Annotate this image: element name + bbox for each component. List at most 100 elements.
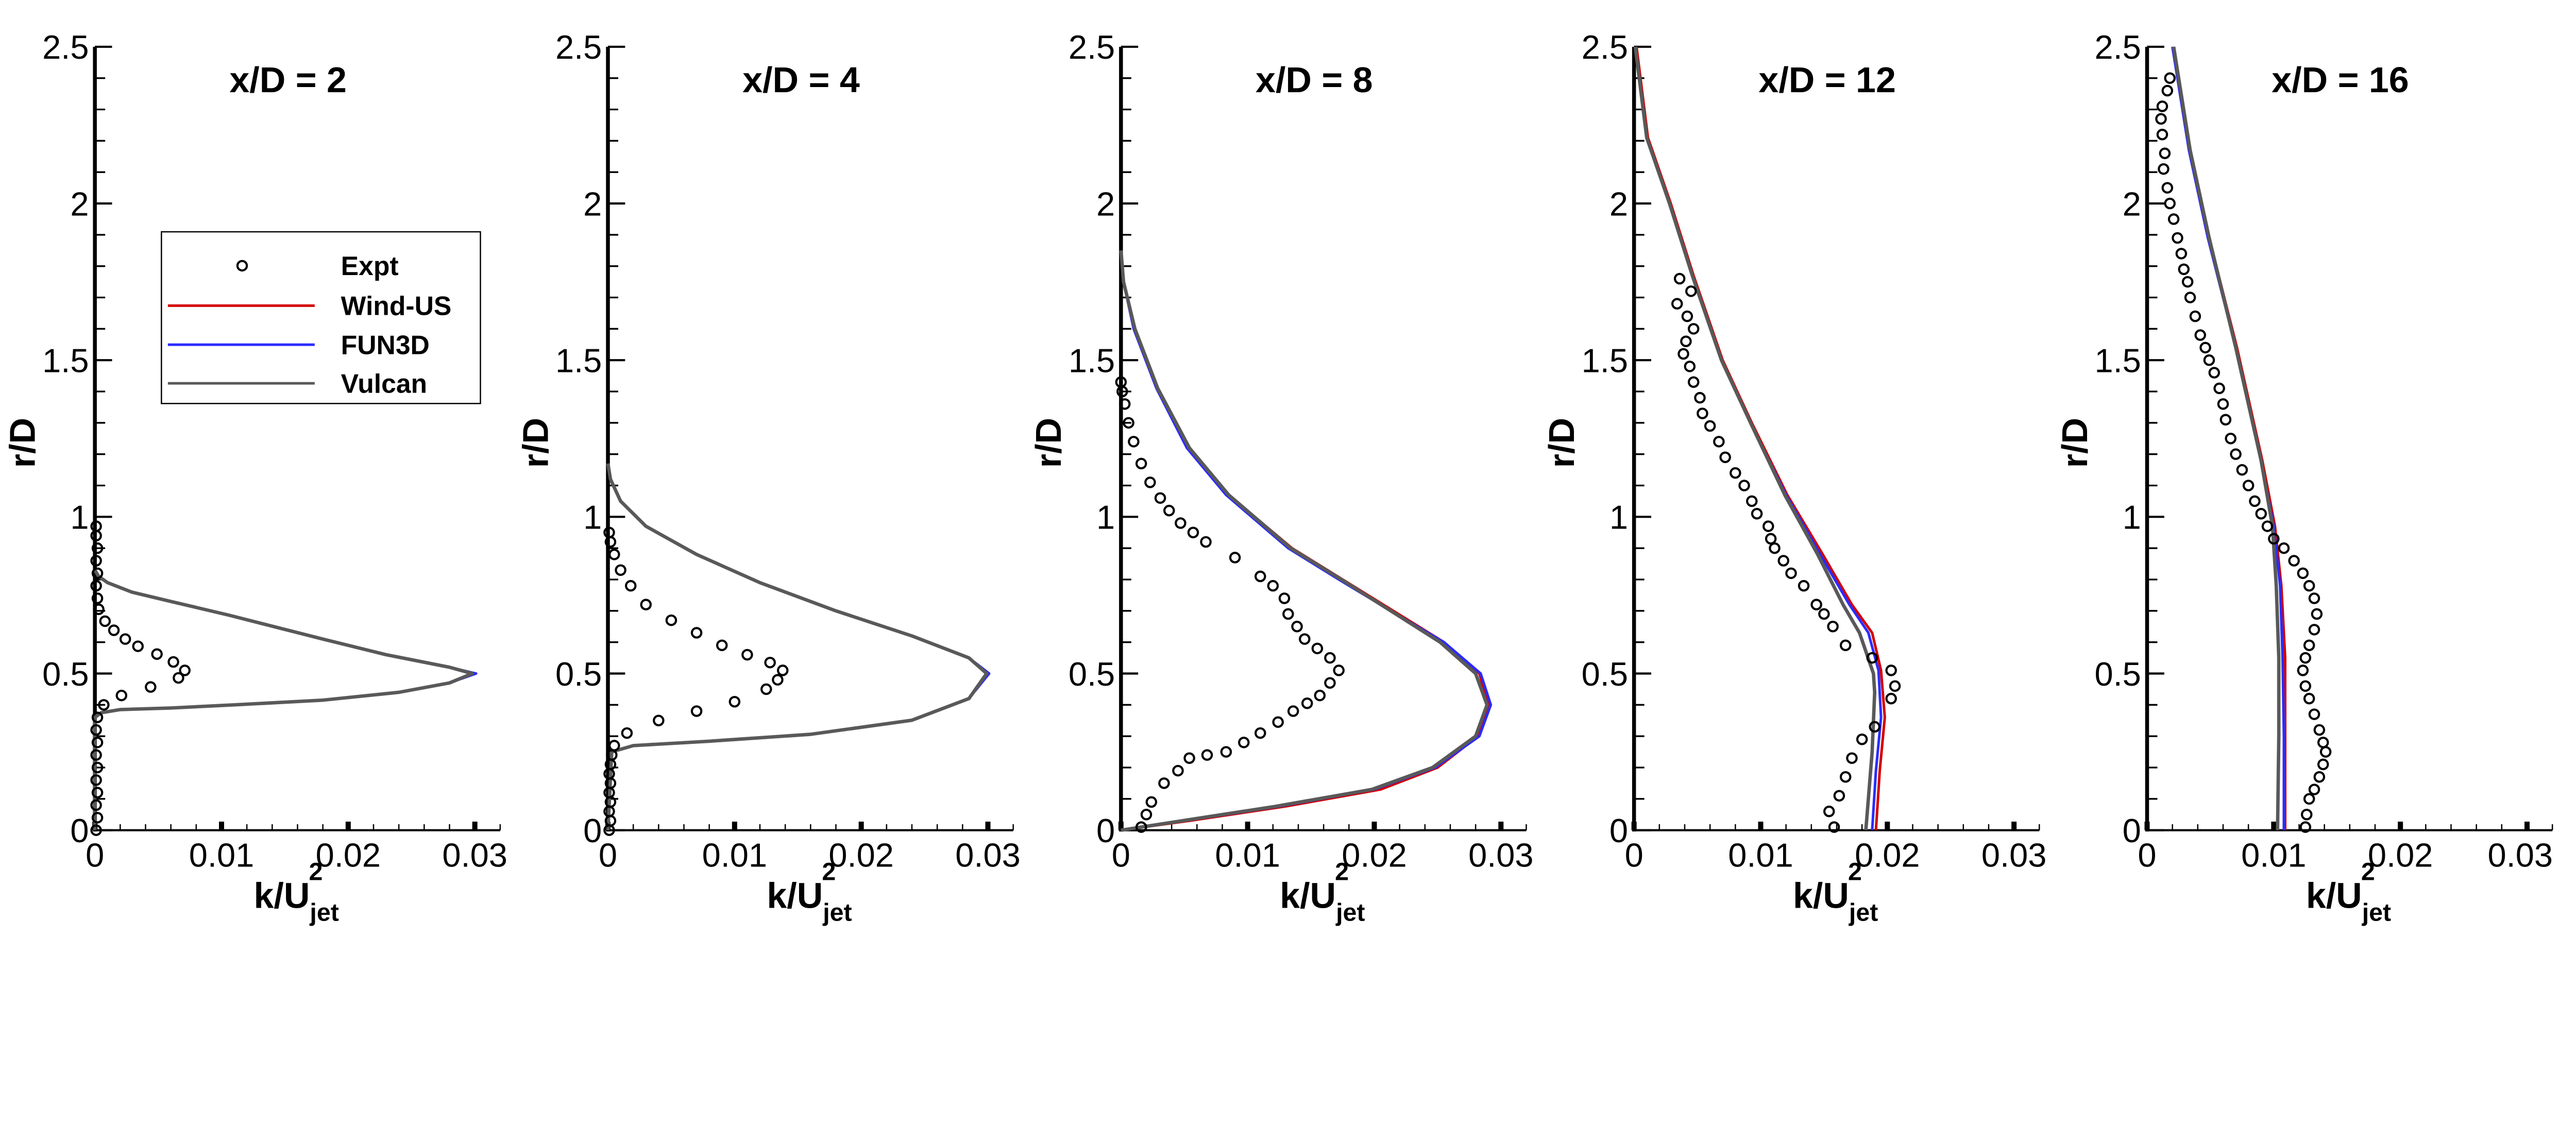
expt-marker xyxy=(1730,467,1741,479)
x-axis-title-sub: jet xyxy=(309,898,338,926)
expt-marker xyxy=(1719,451,1731,463)
series-expt-markers xyxy=(1671,273,1901,833)
x-axis-title-sup: 2 xyxy=(309,858,323,885)
x-tick-label: 0.03 xyxy=(1981,836,2046,874)
expt-marker xyxy=(716,639,728,651)
expt-marker xyxy=(1118,398,1131,410)
expt-marker xyxy=(2300,808,2313,821)
figure: 00.511.522.50 0.01 0.02 0.03x/D = 2r/Dk/Uje… xyxy=(2,28,2553,926)
x-tick-label: 0.03 xyxy=(2488,836,2553,874)
expt-marker xyxy=(1314,689,1326,702)
y-tick-label: 0 xyxy=(1609,812,1628,849)
expt-marker xyxy=(2159,147,2171,159)
expt-marker xyxy=(1839,771,1852,783)
expt-marker xyxy=(1145,796,1158,808)
panel-1: 0 0.5 1 1.5 2 2.5 0 0.01 0.02 0.03 x/D = 2 r/D k/Uje… xyxy=(2,28,507,926)
x-tick-label: 0 xyxy=(86,836,104,874)
y-tick-label: 2 xyxy=(1609,185,1628,223)
y-tick-label: 1.5 xyxy=(2094,342,2141,379)
expt-marker xyxy=(1220,746,1232,758)
x-axis-title: k/Ujet 2 xyxy=(1280,858,1365,926)
expt-marker xyxy=(1839,639,1852,651)
expt-marker xyxy=(2319,746,2332,758)
x-axis-title: k/Ujet 2 xyxy=(1793,858,1878,926)
x-tick-label: 0.03 xyxy=(442,836,507,874)
expt-marker xyxy=(2164,72,2176,84)
expt-marker xyxy=(2255,507,2267,520)
expt-marker xyxy=(1818,608,1830,620)
expt-marker xyxy=(608,549,620,560)
y-tick-label: 2.5 xyxy=(1069,28,1115,66)
y-axis-title: r/D xyxy=(515,418,555,468)
expt-marker xyxy=(1885,692,1897,705)
panel-title: x/D = 4 xyxy=(742,60,860,100)
expt-marker xyxy=(2181,276,2194,288)
expt-marker xyxy=(1769,542,1781,554)
expt-marker xyxy=(90,824,102,836)
expt-marker xyxy=(2156,128,2168,141)
x-tick-label: 0 xyxy=(1625,836,1643,874)
expt-marker xyxy=(91,761,104,774)
expt-marker xyxy=(621,727,633,739)
expt-marker xyxy=(2203,354,2215,366)
y-tick-label: 2 xyxy=(583,185,602,223)
expt-marker xyxy=(1123,417,1134,429)
expt-marker xyxy=(132,640,144,652)
expt-marker xyxy=(2178,263,2190,275)
y-tick-label: 0.5 xyxy=(555,655,602,693)
y-tick-label: 1 xyxy=(70,499,89,536)
expt-marker xyxy=(2303,580,2315,592)
y-tick-label: 1 xyxy=(1609,499,1628,536)
expt-marker xyxy=(1278,592,1291,604)
expt-marker xyxy=(1163,504,1175,517)
y-tick-label: 0.5 xyxy=(1582,655,1628,693)
legend: Expt Wind-US FUN3D Vulcan xyxy=(161,231,481,404)
legend-label-vulcan: Vulcan xyxy=(341,368,427,398)
expt-marker xyxy=(2156,100,2168,112)
y-tick-label: 0 xyxy=(583,812,602,849)
expt-marker xyxy=(2308,592,2320,604)
x-tick-label: 0.01 xyxy=(2241,836,2306,874)
y-tick-label: 2.5 xyxy=(2094,28,2141,66)
x-tick-label: 0.02 xyxy=(316,836,381,874)
expt-marker xyxy=(1889,680,1901,692)
expt-marker xyxy=(1135,457,1147,470)
expt-marker xyxy=(167,656,179,668)
expt-marker xyxy=(728,695,741,708)
expt-marker xyxy=(690,627,703,639)
expt-marker xyxy=(1856,733,1868,745)
panel-3: 0 0.5 1 1.5 2 2.5 0 0.01 0.02 0.03 x/D = 8 r/D k/Uje… xyxy=(1028,28,1533,926)
expt-marker xyxy=(2311,608,2323,620)
expt-marker xyxy=(2317,737,2329,748)
series-fun3d-line xyxy=(1120,250,1493,832)
expt-marker xyxy=(1187,526,1199,538)
expt-marker xyxy=(1333,665,1345,676)
panel-4: 0 0.5 1 1.5 2 2.5 0 0.01 0.02 0.03 x/D = 12 r/D k/Uj… xyxy=(1541,28,2046,926)
expt-marker xyxy=(1866,652,1878,664)
expt-marker xyxy=(1128,436,1140,448)
expt-marker xyxy=(1687,323,1700,335)
expt-marker xyxy=(1685,285,1697,297)
y-tick-label: 2 xyxy=(70,185,89,223)
series-vulcan-line xyxy=(93,569,474,830)
expt-marker xyxy=(2242,480,2255,491)
y-tick-label: 2.5 xyxy=(42,28,89,66)
panel-title: x/D = 2 xyxy=(229,60,347,100)
expt-marker xyxy=(1785,567,1797,580)
expt-marker xyxy=(1324,652,1336,664)
x-tick-label: 0.02 xyxy=(1855,836,1920,874)
expt-marker xyxy=(2155,113,2167,125)
panel-2: 0 0.5 1 1.5 2 2.5 0 0.01 0.02 0.03 x/D = 4 r/D k/Uje… xyxy=(515,28,1020,926)
expt-marker xyxy=(91,787,104,798)
expt-marker xyxy=(1762,520,1774,532)
legend-label-wind-us: Wind-US xyxy=(341,291,452,321)
expt-marker xyxy=(2249,495,2261,507)
expt-marker xyxy=(1311,642,1324,655)
x-axis-title-base: k/U xyxy=(1793,875,1849,915)
expt-marker xyxy=(2184,292,2196,303)
expt-marker xyxy=(2303,639,2315,651)
y-tick-label: 0.5 xyxy=(1069,655,1115,693)
expt-marker xyxy=(2308,708,2320,720)
y-tick-label: 2.5 xyxy=(555,28,602,66)
expt-marker xyxy=(2297,567,2309,580)
